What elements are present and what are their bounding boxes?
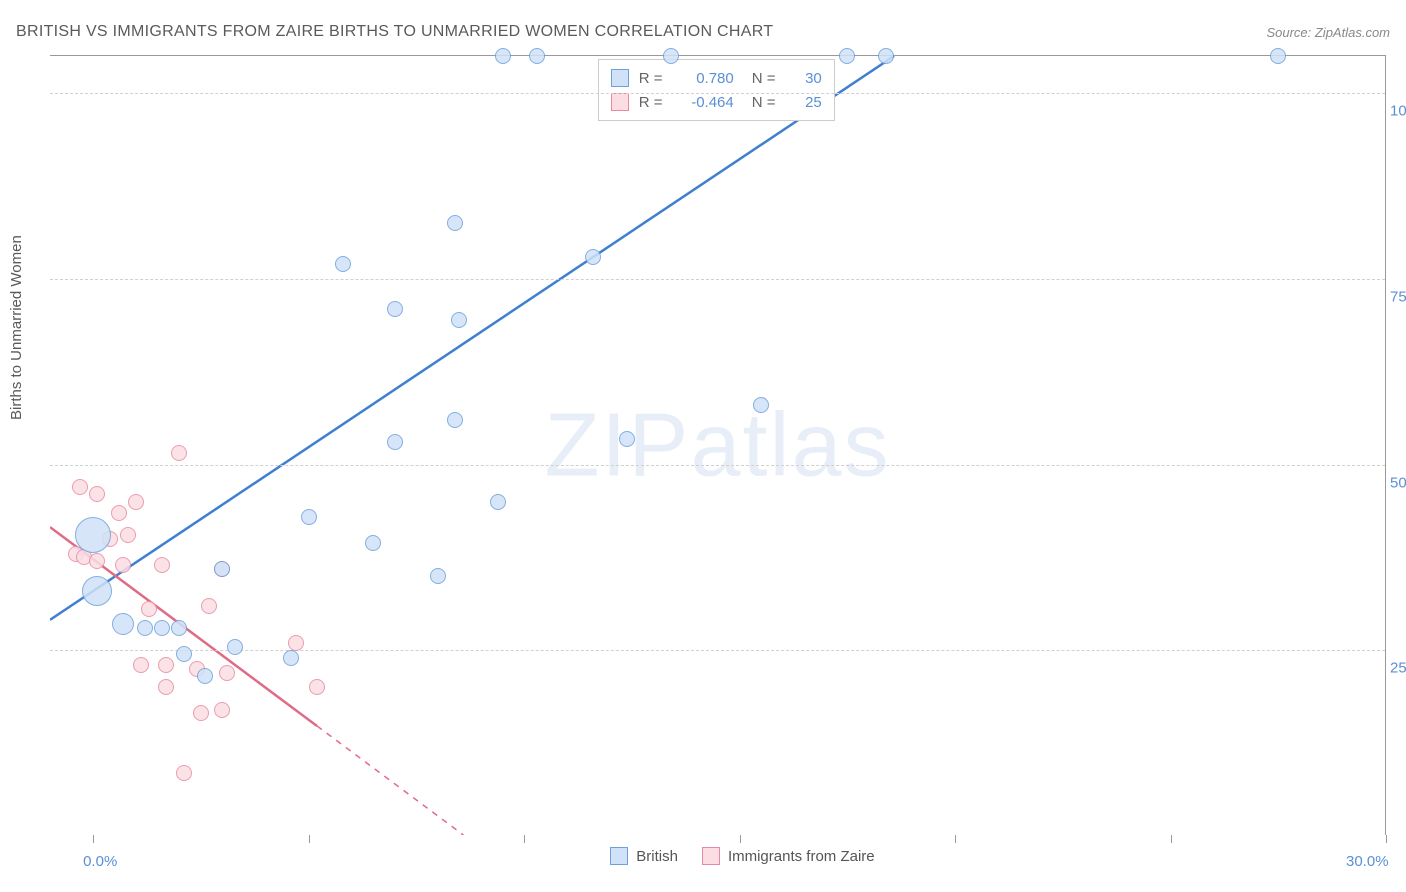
zaire-point — [176, 765, 192, 781]
n-label: N = — [752, 94, 782, 111]
british-point — [176, 646, 192, 662]
watermark-part-a: ZIP — [544, 395, 690, 495]
x-tick — [955, 835, 956, 843]
british-point — [451, 312, 467, 328]
x-tick-last: 30.0% — [1346, 853, 1389, 870]
zaire-point — [111, 505, 127, 521]
swatch-british — [611, 69, 629, 87]
series-legend: British Immigrants from Zaire — [610, 847, 874, 865]
x-tick-first: 0.0% — [83, 853, 117, 870]
source-attribution: Source: ZipAtlas.com — [1266, 25, 1390, 40]
n-value-british: 30 — [792, 70, 822, 87]
british-point — [227, 639, 243, 655]
british-point — [663, 48, 679, 64]
chart-title: BRITISH VS IMMIGRANTS FROM ZAIRE BIRTHS … — [16, 23, 773, 41]
gridline-h — [50, 93, 1385, 94]
zaire-trend-line-dashed — [317, 726, 463, 835]
british-point — [137, 620, 153, 636]
zaire-point — [288, 635, 304, 651]
x-tick — [309, 835, 310, 843]
legend-row-british: R = 0.780 N = 30 — [611, 66, 822, 90]
zaire-point — [128, 494, 144, 510]
zaire-point — [154, 557, 170, 573]
british-point — [197, 668, 213, 684]
zaire-point — [219, 665, 235, 681]
british-point — [82, 576, 112, 606]
zaire-point — [115, 557, 131, 573]
british-point — [430, 568, 446, 584]
r-value-british: 0.780 — [679, 70, 734, 87]
r-label: R = — [639, 70, 669, 87]
british-point — [447, 412, 463, 428]
x-tick — [93, 835, 94, 843]
zaire-point — [72, 479, 88, 495]
trend-lines — [50, 56, 1385, 835]
british-point — [529, 48, 545, 64]
n-value-zaire: 25 — [792, 94, 822, 111]
watermark-part-b: atlas — [690, 395, 890, 495]
plot-area: ZIPatlas R = 0.780 N = 30 R = -0.464 N =… — [50, 55, 1386, 835]
legend-label-british: British — [636, 848, 678, 865]
british-trend-line — [50, 56, 894, 620]
y-tick-label: 100.0% — [1390, 103, 1406, 120]
x-tick — [1386, 835, 1387, 843]
zaire-point — [214, 702, 230, 718]
title-bar: BRITISH VS IMMIGRANTS FROM ZAIRE BIRTHS … — [16, 20, 1390, 44]
british-point — [335, 256, 351, 272]
british-point — [495, 48, 511, 64]
zaire-point — [133, 657, 149, 673]
y-axis-label: Births to Unmarried Women — [8, 235, 25, 420]
y-tick-label: 50.0% — [1390, 474, 1406, 491]
british-point — [387, 434, 403, 450]
british-point — [112, 613, 134, 635]
british-point — [619, 431, 635, 447]
r-value-zaire: -0.464 — [679, 94, 734, 111]
x-tick — [524, 835, 525, 843]
british-point — [154, 620, 170, 636]
zaire-point — [120, 527, 136, 543]
correlation-legend: R = 0.780 N = 30 R = -0.464 N = 25 — [598, 59, 835, 121]
british-point — [1270, 48, 1286, 64]
swatch-zaire — [611, 93, 629, 111]
y-tick-label: 25.0% — [1390, 660, 1406, 677]
british-point — [490, 494, 506, 510]
watermark: ZIPatlas — [544, 394, 890, 497]
legend-item-zaire: Immigrants from Zaire — [702, 847, 875, 865]
zaire-point — [158, 679, 174, 695]
swatch-british — [610, 847, 628, 865]
y-tick-label: 75.0% — [1390, 288, 1406, 305]
x-tick — [1171, 835, 1172, 843]
zaire-point — [171, 445, 187, 461]
british-point — [753, 397, 769, 413]
zaire-point — [89, 486, 105, 502]
gridline-h — [50, 465, 1385, 466]
british-point — [75, 517, 111, 553]
british-point — [365, 535, 381, 551]
zaire-point — [193, 705, 209, 721]
r-label: R = — [639, 94, 669, 111]
zaire-point — [309, 679, 325, 695]
british-point — [878, 48, 894, 64]
zaire-point — [89, 553, 105, 569]
legend-label-zaire: Immigrants from Zaire — [728, 848, 875, 865]
x-tick — [740, 835, 741, 843]
british-point — [585, 249, 601, 265]
legend-item-british: British — [610, 847, 678, 865]
british-point — [283, 650, 299, 666]
british-point — [387, 301, 403, 317]
zaire-point — [158, 657, 174, 673]
british-point — [301, 509, 317, 525]
british-point — [447, 215, 463, 231]
zaire-point — [201, 598, 217, 614]
gridline-h — [50, 279, 1385, 280]
british-point — [839, 48, 855, 64]
n-label: N = — [752, 70, 782, 87]
british-point — [171, 620, 187, 636]
gridline-h — [50, 650, 1385, 651]
zaire-point — [141, 601, 157, 617]
british-point — [214, 561, 230, 577]
swatch-zaire — [702, 847, 720, 865]
